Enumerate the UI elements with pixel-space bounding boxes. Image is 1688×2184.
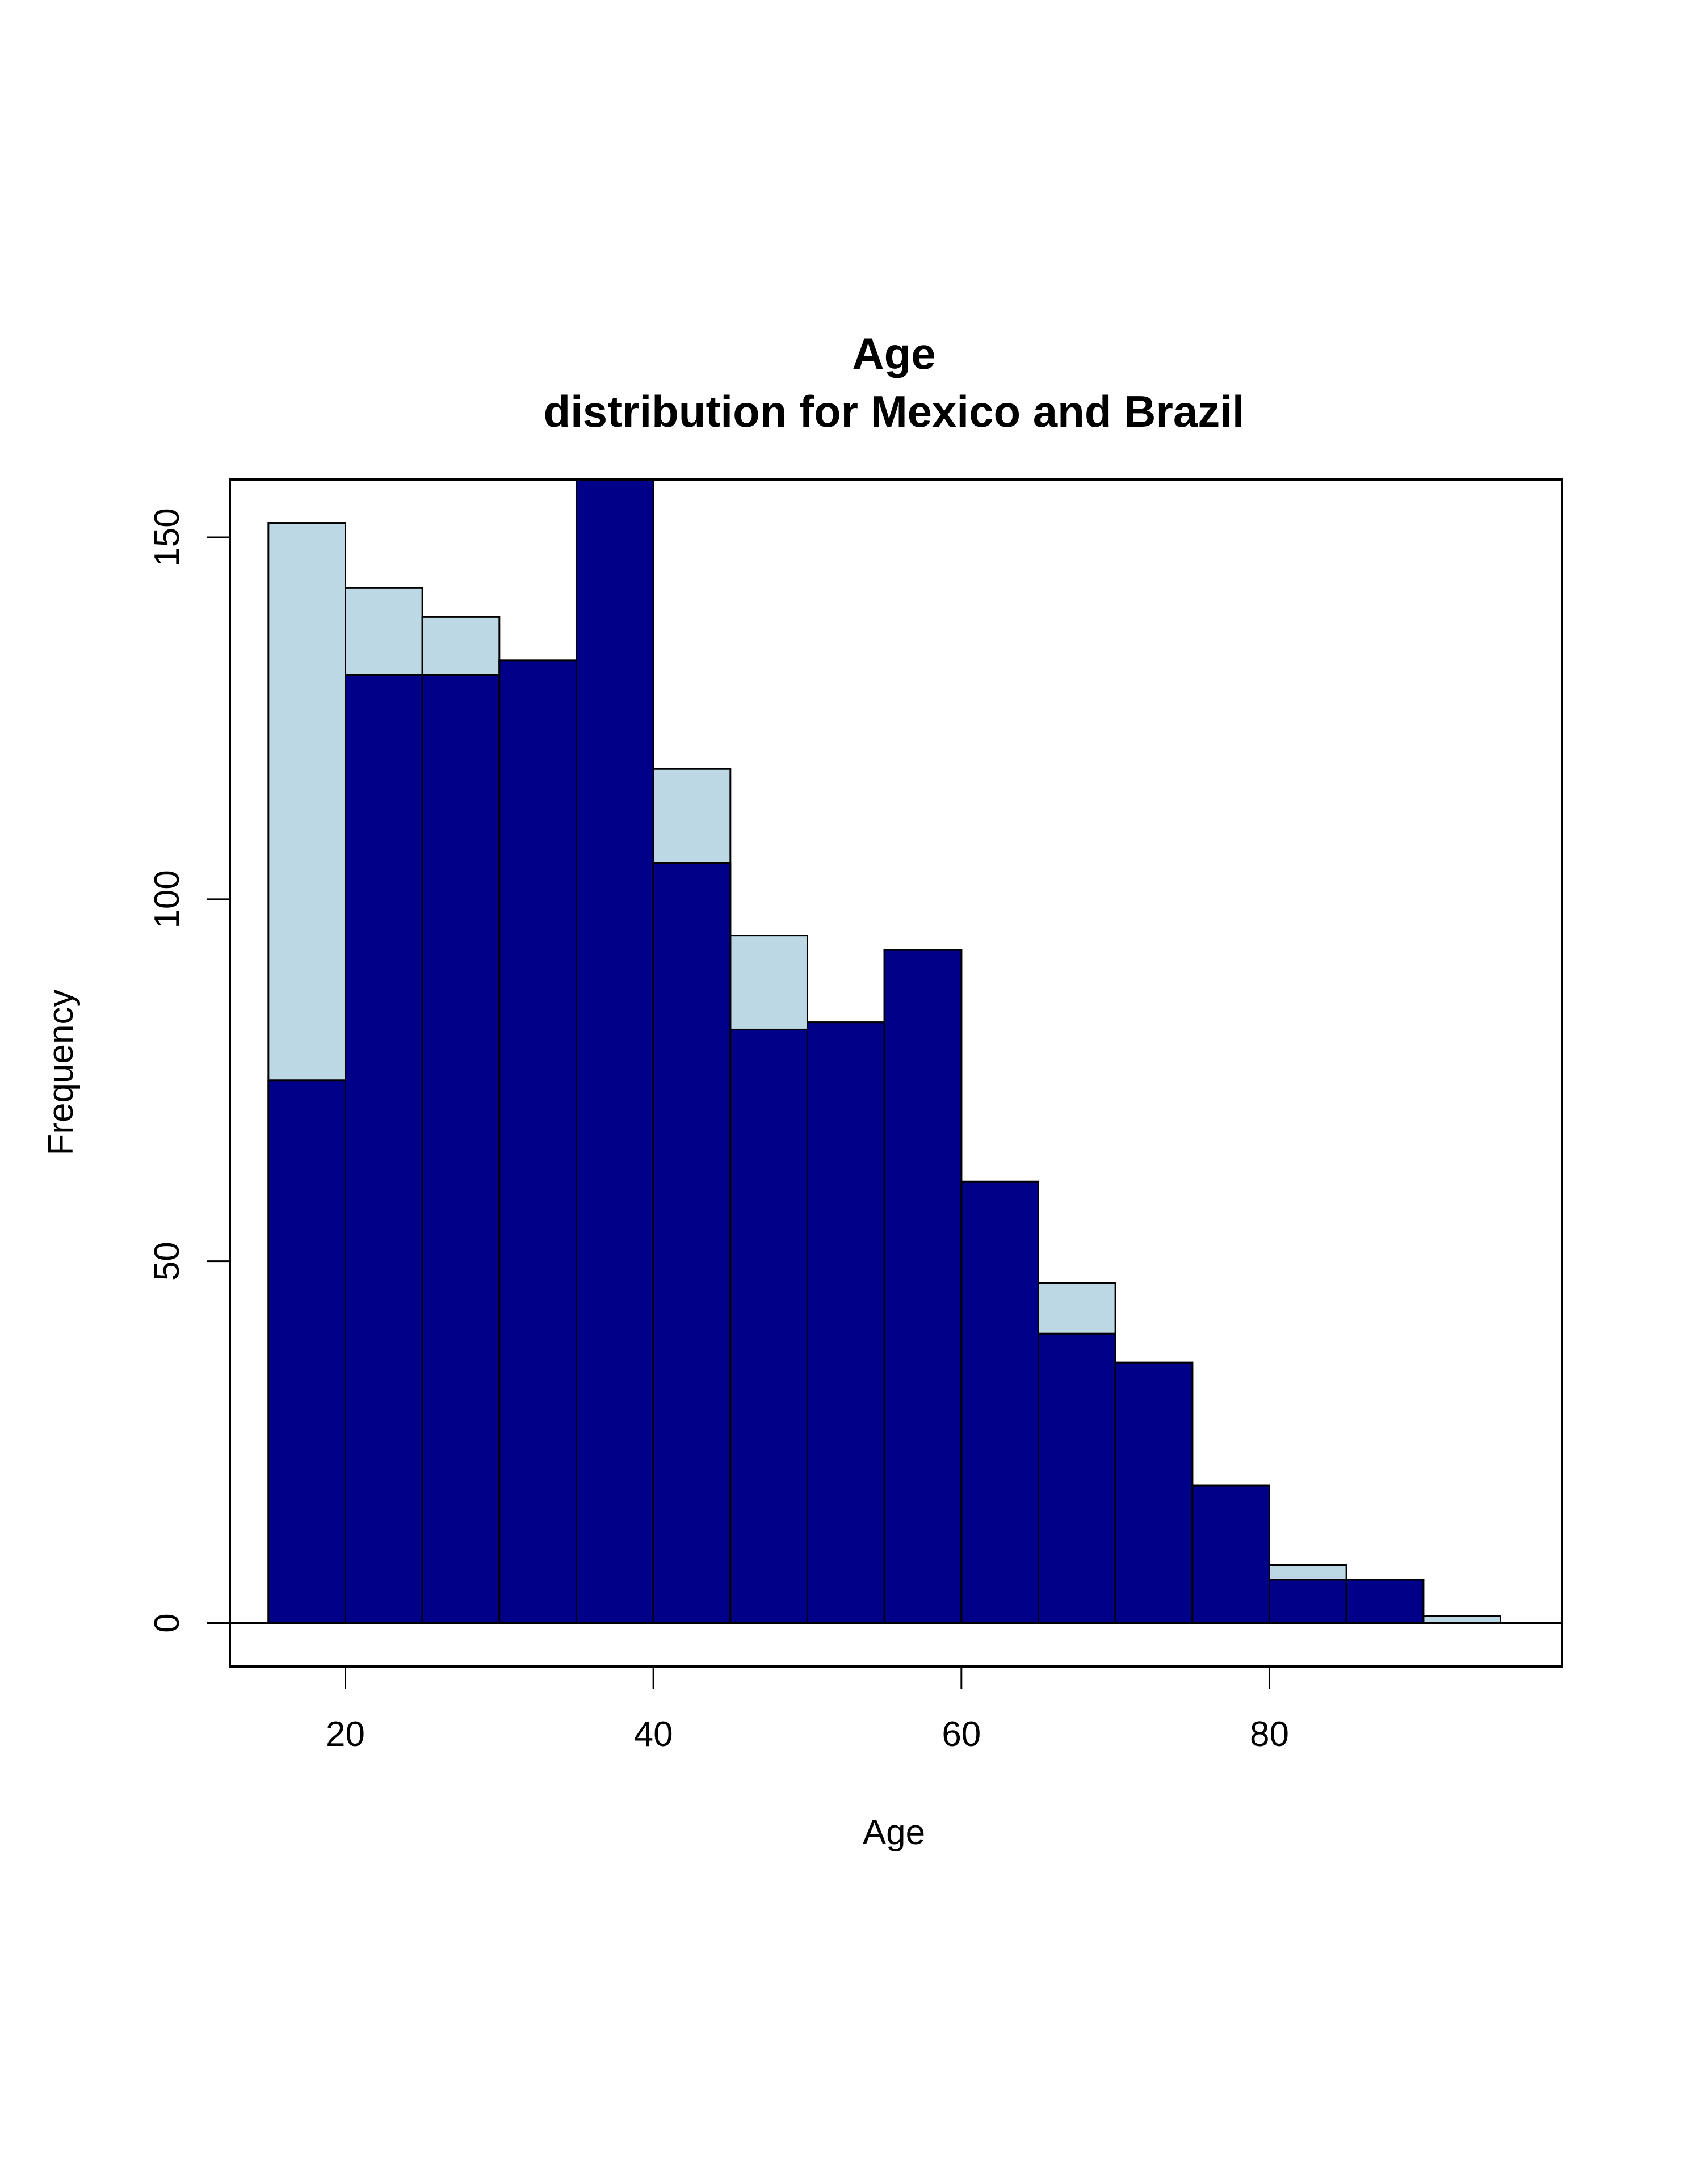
histogram-bar	[344, 674, 423, 1624]
histogram-bar	[1422, 1615, 1501, 1624]
x-axis-label: Age	[863, 1813, 925, 1852]
x-axis: 20 40 60 80	[326, 1665, 1289, 1754]
histogram-bar	[1037, 1332, 1116, 1624]
histogram-bar	[652, 862, 732, 1624]
histogram-bar	[421, 674, 501, 1624]
histogram-bar	[1268, 1579, 1347, 1624]
y-tick-label: 100	[148, 870, 187, 928]
y-axis-label: Frequency	[41, 990, 81, 1156]
histogram-bar	[1191, 1484, 1270, 1624]
x-tick-label: 60	[942, 1715, 981, 1754]
chart-title: Age	[852, 329, 935, 378]
histogram-bar	[498, 659, 577, 1624]
y-tick-label: 50	[148, 1242, 187, 1281]
histogram-bar	[806, 1021, 885, 1624]
y-axis: 0 50 100 150	[148, 508, 231, 1633]
chart-subtitle: distribution for Mexico and Brazil	[543, 386, 1244, 436]
x-tick-label: 80	[1250, 1715, 1289, 1754]
histogram-bar	[1114, 1361, 1194, 1624]
histogram-bar	[575, 479, 654, 1624]
y-tick-label: 0	[148, 1613, 187, 1632]
y-tick-label: 150	[148, 508, 187, 566]
x-tick-label: 40	[634, 1715, 673, 1754]
histogram-bar	[729, 1028, 808, 1624]
histogram-bar	[1345, 1579, 1425, 1624]
bars-layer	[267, 479, 1501, 1624]
histogram-bar	[267, 1079, 346, 1624]
histogram-bar	[960, 1180, 1039, 1624]
x-tick-label: 20	[326, 1715, 365, 1754]
histogram-bar	[883, 949, 963, 1624]
